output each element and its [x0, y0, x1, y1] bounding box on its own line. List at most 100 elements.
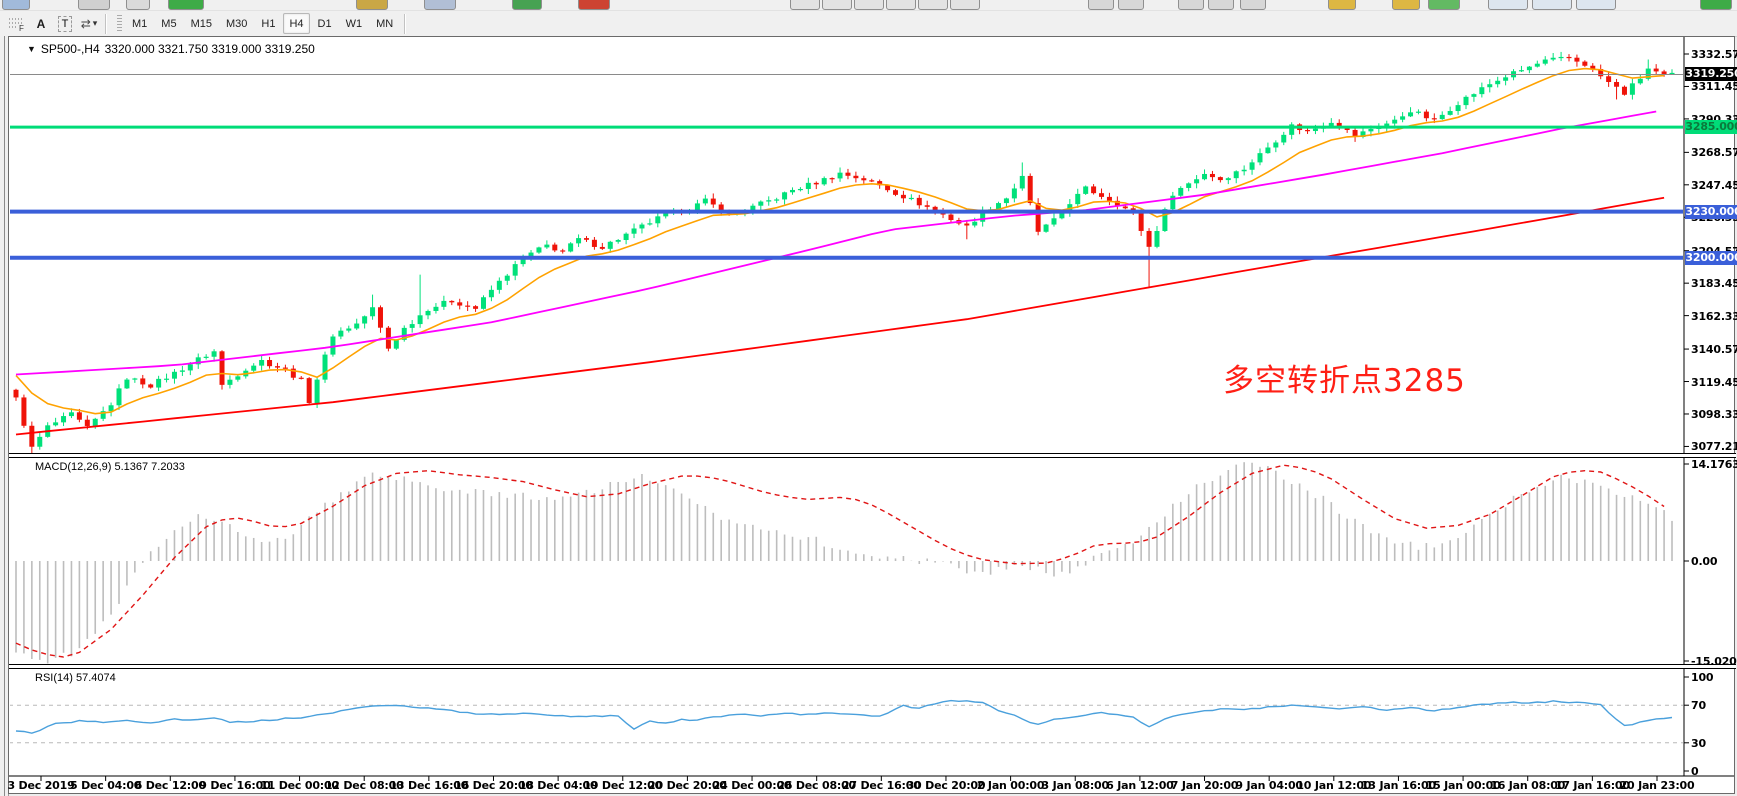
- toolbar-icon-partial[interactable]: [424, 0, 456, 10]
- timeframe-button-H1[interactable]: H1: [261, 17, 276, 30]
- toolbar-icon-partial[interactable]: [1178, 0, 1204, 10]
- toolbar-icon-partial[interactable]: [1488, 0, 1528, 10]
- chart-window: ▼ SP500-,H4 3320.000 3321.750 3319.000 3…: [7, 36, 1737, 794]
- time-axis-label[interactable]: 27 Dec 16:00: [841, 779, 921, 792]
- text-label-tool[interactable]: A: [30, 13, 52, 35]
- time-axis-label[interactable]: 10 Jan 12:00: [1296, 779, 1372, 792]
- pane-splitter[interactable]: [9, 664, 1736, 669]
- time-axis-label[interactable]: 7 Jan 20:00: [1170, 779, 1239, 792]
- candle-body: [1479, 87, 1485, 95]
- time-axis-label[interactable]: 15 Jan 00:00: [1425, 779, 1501, 792]
- time-axis-label[interactable]: 16 Jan 08:00: [1490, 779, 1566, 792]
- toolbar-icon-partial[interactable]: [886, 0, 916, 10]
- candle-body: [195, 357, 201, 365]
- timeframe-button-M5[interactable]: M5: [161, 17, 177, 30]
- candle-body: [607, 241, 613, 249]
- grid-cursor-icon[interactable]: F: [6, 13, 28, 35]
- main-price-pane[interactable]: [9, 51, 1684, 461]
- candle-body: [68, 412, 74, 417]
- price-axis-label: 3098.330: [1691, 407, 1737, 421]
- toolbar-icon-partial[interactable]: [950, 0, 980, 10]
- candle-body: [179, 370, 185, 372]
- time-axis-label[interactable]: 12 Dec 08:00: [324, 779, 404, 792]
- candle-body: [108, 405, 114, 412]
- pane-splitter[interactable]: [9, 453, 1736, 458]
- timeframe-button-M30[interactable]: M30: [225, 17, 248, 30]
- toolbar-icon-partial[interactable]: [822, 0, 852, 10]
- toolbar-icon-partial[interactable]: [854, 0, 884, 10]
- time-axis-label[interactable]: 20 Dec 20:00: [648, 779, 727, 792]
- toolbar-icon-partial[interactable]: [1576, 0, 1616, 10]
- symbol-dropdown-icon[interactable]: ▼: [27, 44, 36, 54]
- candle-body: [948, 214, 954, 221]
- time-axis-label[interactable]: 20 Jan 23:00: [1619, 779, 1695, 792]
- toolbar-icon-partial[interactable]: [1208, 0, 1234, 10]
- arrow-objects-tool[interactable]: ⇄ ▾: [78, 13, 100, 35]
- toolbar-icon-partial[interactable]: [78, 0, 110, 10]
- rsi-pane[interactable]: [9, 699, 1684, 744]
- toolbar-icon-partial[interactable]: [578, 0, 610, 10]
- timeframe-button-H4[interactable]: H4: [283, 13, 310, 34]
- toolbar-icon-partial[interactable]: [356, 0, 388, 10]
- toolbar-icon-partial[interactable]: [512, 0, 542, 10]
- time-axis-label[interactable]: 9 Jan 04:00: [1235, 779, 1303, 792]
- time-axis-label[interactable]: 3 Jan 08:00: [1041, 779, 1109, 792]
- toolbar-icon-partial[interactable]: [2, 0, 30, 10]
- candle-body: [528, 252, 534, 257]
- time-axis-label[interactable]: 2 Jan 00:00: [976, 779, 1045, 792]
- candle-body: [980, 209, 986, 222]
- chart-canvas[interactable]: [9, 37, 1734, 793]
- toolbar-icon-partial[interactable]: [1532, 0, 1572, 10]
- candle-body: [61, 416, 67, 423]
- chart-annotation-text[interactable]: 多空转折点3285: [1223, 363, 1466, 399]
- time-axis-label[interactable]: 24 Dec 00:00: [712, 779, 792, 792]
- time-axis-label[interactable]: 6 Dec 12:00: [134, 779, 206, 792]
- candle-body: [1003, 198, 1009, 204]
- candle-body: [552, 244, 558, 251]
- candle-body: [1059, 211, 1065, 219]
- toolbar-icon-partial[interactable]: [1700, 0, 1732, 10]
- candle-body: [1447, 111, 1453, 115]
- macd-pane[interactable]: [15, 462, 1673, 664]
- timeframe-button-D1[interactable]: D1: [317, 17, 332, 30]
- chevron-down-icon: ▾: [92, 18, 98, 28]
- timeframe-button-M15[interactable]: M15: [190, 17, 212, 30]
- toolbar-icon-partial[interactable]: [168, 0, 204, 10]
- toolbar-icon-partial[interactable]: [126, 0, 150, 10]
- time-axis-label[interactable]: 17 Jan 16:00: [1554, 779, 1630, 792]
- timeframe-button-W1[interactable]: W1: [345, 17, 363, 30]
- candle-body: [916, 197, 922, 206]
- time-axis-label[interactable]: 26 Dec 08:00: [777, 779, 857, 792]
- candle-body: [124, 379, 130, 389]
- time-axis-label[interactable]: 30 Dec 20:00: [906, 779, 986, 792]
- toolbar-icon-partial[interactable]: [1392, 0, 1420, 10]
- time-axis-label[interactable]: 6 Jan 12:00: [1106, 779, 1174, 792]
- candle-body: [1629, 83, 1635, 95]
- candle-body: [1075, 193, 1081, 205]
- text-box-tool[interactable]: T: [54, 13, 76, 35]
- toolbar-icon-partial[interactable]: [1428, 0, 1460, 10]
- candle-body: [290, 368, 296, 378]
- timeframe-button-MN[interactable]: MN: [376, 17, 394, 30]
- timeframe-button-M1[interactable]: M1: [132, 17, 148, 30]
- time-axis-label[interactable]: 3 Dec 2019: [7, 779, 75, 792]
- time-axis-label[interactable]: 19 Dec 12:00: [583, 779, 663, 792]
- time-axis-label[interactable]: 5 Dec 04:00: [70, 779, 142, 792]
- toolbar-drag-handle[interactable]: [117, 14, 122, 33]
- toolbar-icon-partial[interactable]: [1240, 0, 1266, 10]
- toolbar-icon-partial[interactable]: [918, 0, 948, 10]
- time-axis-label[interactable]: 13 Dec 16:00: [389, 779, 469, 792]
- time-axis-label[interactable]: 9 Dec 16:00: [199, 779, 271, 792]
- toolbar-icon-partial[interactable]: [1088, 0, 1114, 10]
- candle-body: [1091, 186, 1097, 194]
- candle-body: [758, 201, 764, 206]
- time-axis-label[interactable]: 13 Jan 16:00: [1360, 779, 1436, 792]
- toolbar-icon-partial[interactable]: [1118, 0, 1144, 10]
- time-axis-label[interactable]: 18 Dec 04:00: [518, 779, 598, 792]
- toolbar-icon-partial[interactable]: [790, 0, 820, 10]
- time-axis-label[interactable]: 11 Dec 00:00: [260, 779, 339, 792]
- candle-body: [1661, 71, 1667, 75]
- toolbar-icon-partial[interactable]: [1328, 0, 1356, 10]
- candle-body: [615, 240, 621, 242]
- time-axis-label[interactable]: 16 Dec 20:00: [454, 779, 533, 792]
